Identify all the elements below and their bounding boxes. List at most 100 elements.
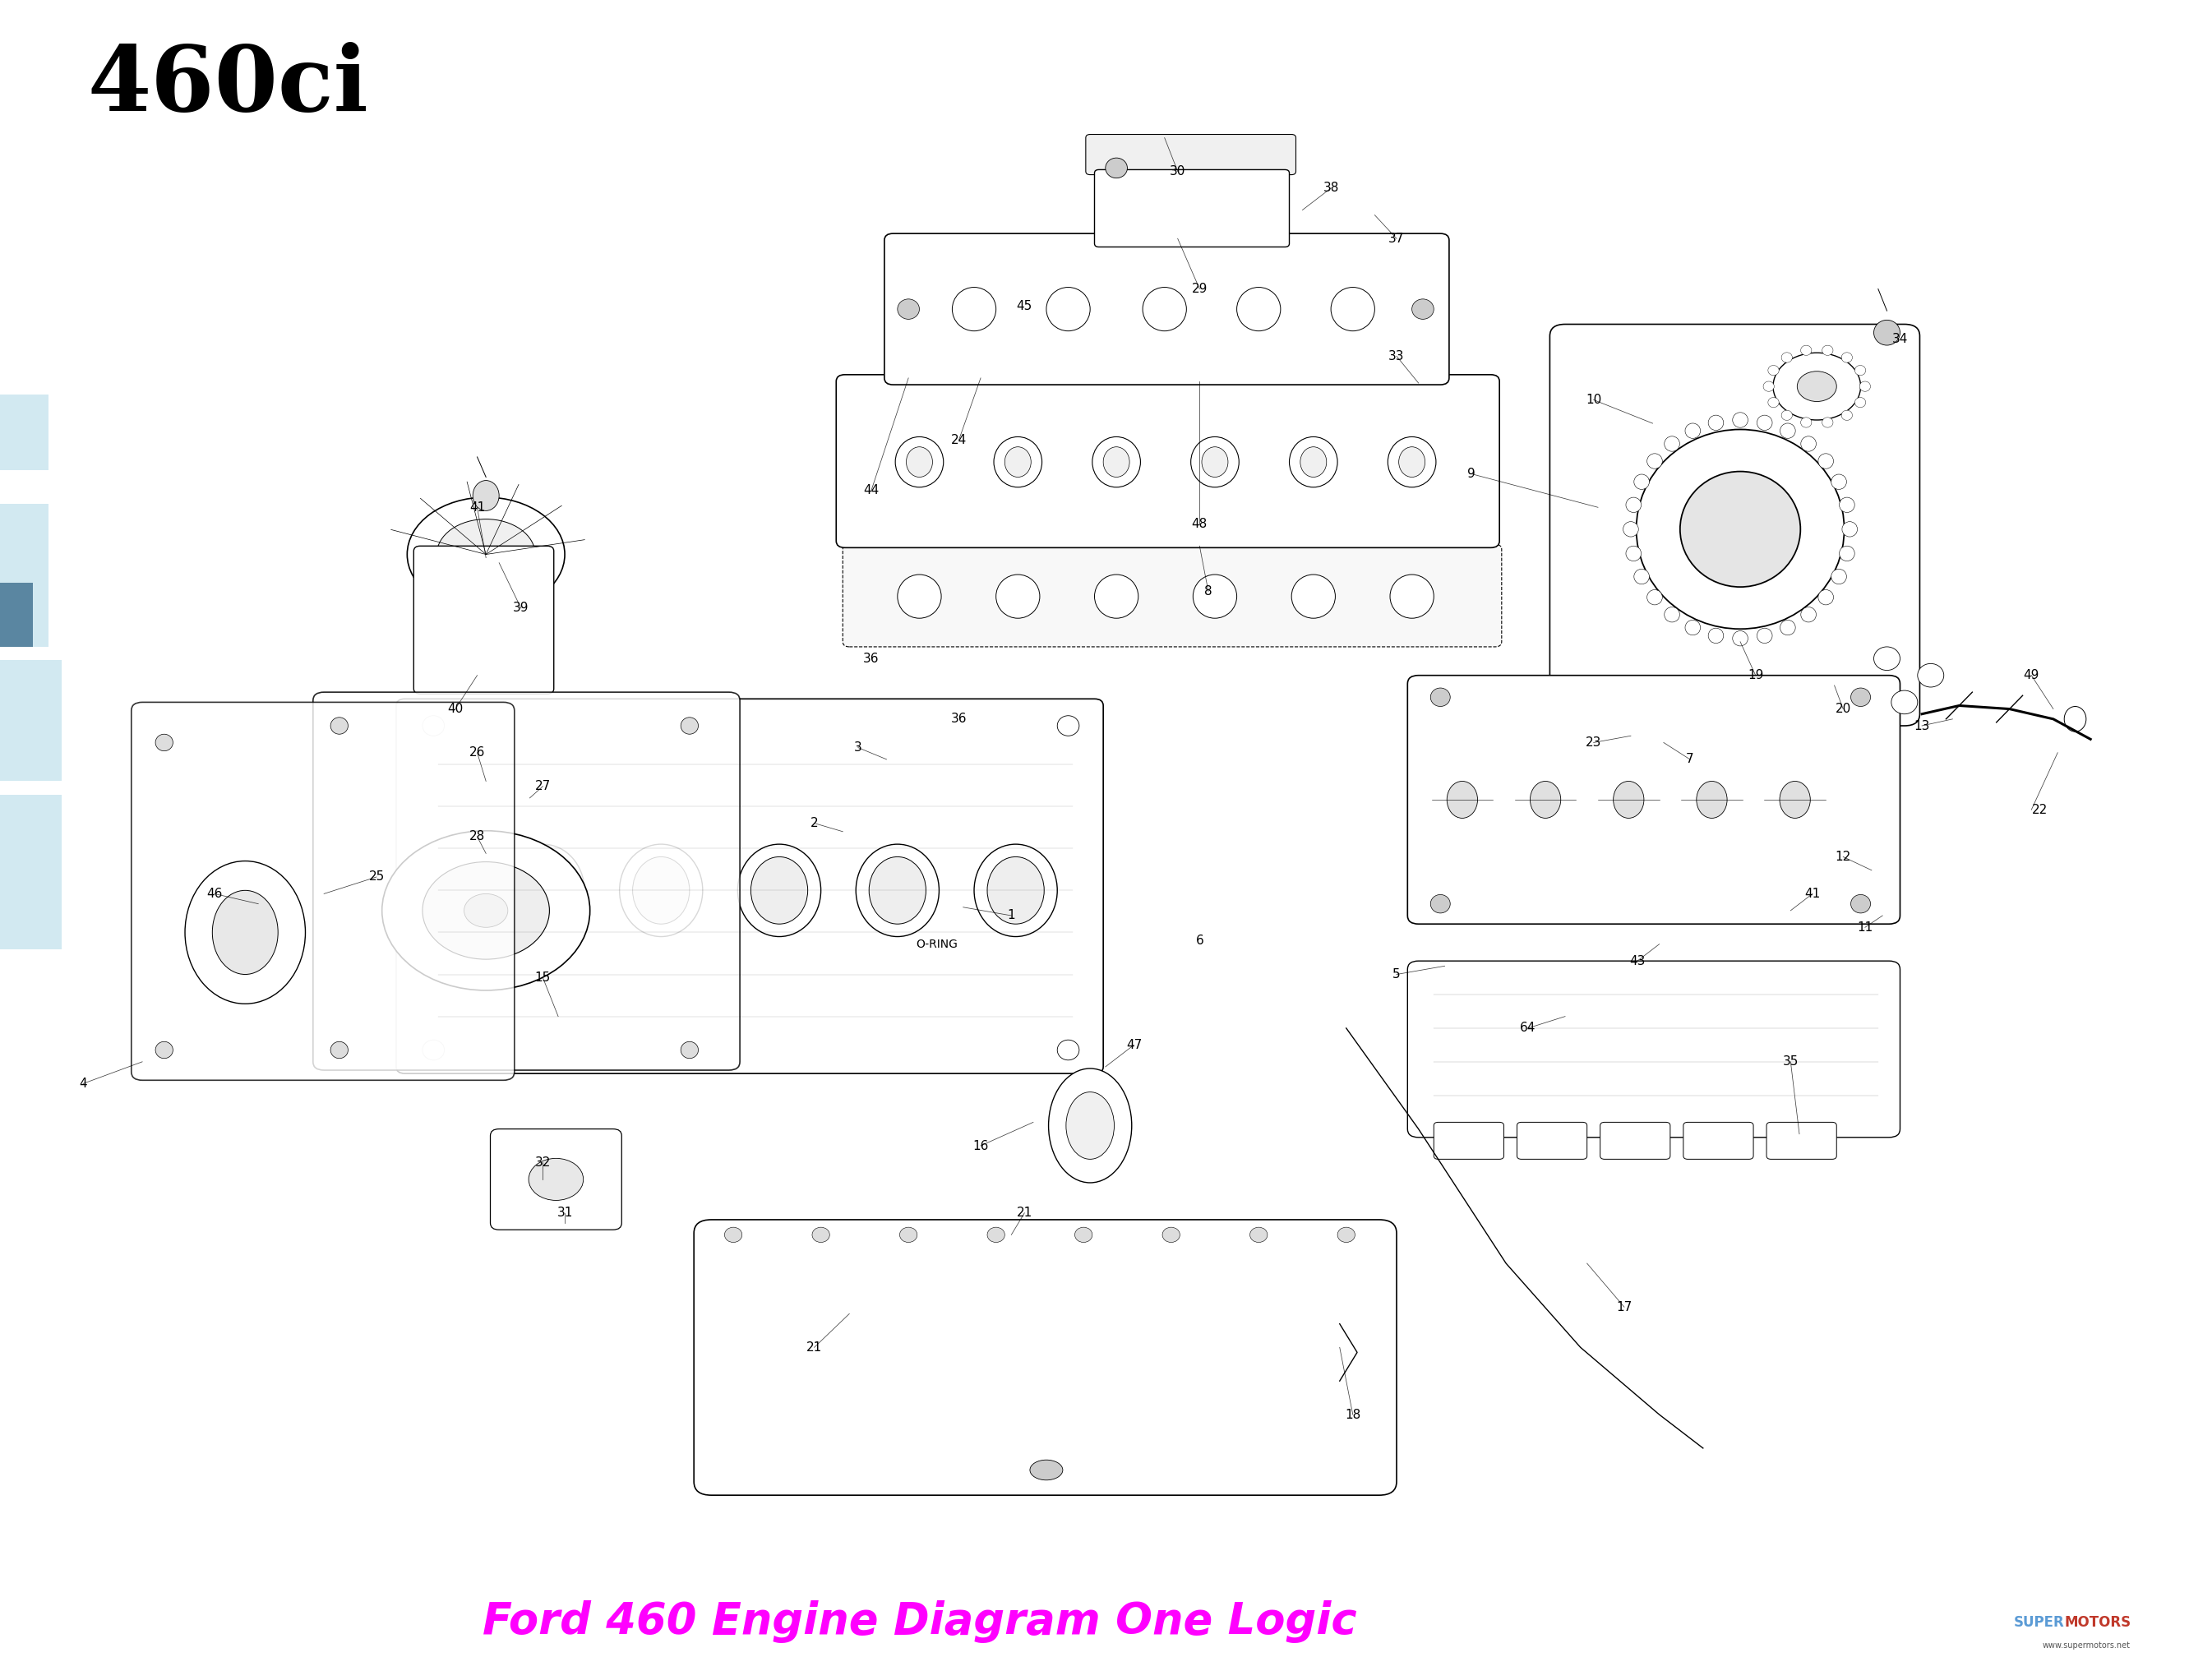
Ellipse shape [1633, 570, 1648, 585]
Ellipse shape [1066, 1092, 1114, 1159]
Ellipse shape [1762, 381, 1773, 391]
Text: 23: 23 [1585, 736, 1602, 749]
Text: 17: 17 [1615, 1300, 1633, 1314]
Ellipse shape [1646, 590, 1661, 605]
Ellipse shape [1626, 497, 1642, 512]
FancyBboxPatch shape [396, 699, 1103, 1074]
Text: 15: 15 [534, 971, 552, 984]
Text: 33: 33 [1388, 349, 1405, 363]
Text: 12: 12 [1834, 850, 1852, 864]
Text: 38: 38 [1322, 181, 1340, 195]
Ellipse shape [1858, 381, 1869, 391]
Ellipse shape [1769, 365, 1780, 375]
Ellipse shape [1819, 590, 1834, 605]
Ellipse shape [501, 845, 584, 937]
Ellipse shape [1821, 346, 1832, 356]
Ellipse shape [1029, 1460, 1062, 1480]
FancyBboxPatch shape [1408, 675, 1900, 924]
Ellipse shape [1103, 447, 1130, 477]
Text: 22: 22 [2031, 803, 2049, 816]
Ellipse shape [1057, 1040, 1079, 1060]
Text: 35: 35 [1782, 1055, 1799, 1068]
Text: 460ci: 460ci [88, 42, 368, 129]
Text: 7: 7 [1686, 753, 1694, 766]
Text: 6: 6 [1195, 934, 1204, 948]
Ellipse shape [952, 287, 996, 331]
Ellipse shape [1075, 1226, 1092, 1243]
Text: 21: 21 [1016, 1206, 1033, 1220]
Text: 25: 25 [368, 870, 385, 884]
Ellipse shape [1821, 417, 1832, 427]
Ellipse shape [738, 845, 821, 937]
Ellipse shape [1850, 689, 1869, 706]
Ellipse shape [1057, 716, 1079, 736]
Ellipse shape [1005, 447, 1031, 477]
Ellipse shape [1399, 447, 1425, 477]
Ellipse shape [1429, 689, 1449, 706]
Text: 19: 19 [1747, 669, 1764, 682]
FancyBboxPatch shape [1094, 170, 1289, 247]
Text: 32: 32 [534, 1156, 552, 1169]
Ellipse shape [1780, 423, 1795, 438]
Text: 9: 9 [1467, 467, 1475, 480]
Ellipse shape [184, 860, 304, 1005]
Ellipse shape [1918, 664, 1944, 687]
Ellipse shape [1635, 430, 1843, 628]
Ellipse shape [1782, 410, 1793, 420]
Ellipse shape [1162, 185, 1224, 232]
Ellipse shape [996, 575, 1040, 618]
FancyBboxPatch shape [1683, 1122, 1753, 1159]
Ellipse shape [2064, 707, 2086, 732]
Ellipse shape [1802, 346, 1812, 356]
Ellipse shape [1193, 575, 1237, 618]
Text: 64: 64 [1519, 1021, 1537, 1035]
FancyBboxPatch shape [1550, 324, 1920, 726]
Ellipse shape [1874, 321, 1900, 346]
FancyBboxPatch shape [490, 1129, 622, 1230]
Ellipse shape [895, 437, 943, 487]
Text: 21: 21 [806, 1341, 823, 1354]
Ellipse shape [381, 830, 589, 991]
Text: 10: 10 [1585, 393, 1602, 407]
Bar [0, 395, 48, 470]
Ellipse shape [1841, 410, 1852, 420]
Ellipse shape [464, 894, 508, 927]
Ellipse shape [1162, 1226, 1180, 1243]
Ellipse shape [1300, 447, 1327, 477]
Ellipse shape [1337, 1226, 1355, 1243]
Ellipse shape [1802, 417, 1812, 427]
Ellipse shape [1622, 521, 1637, 538]
Ellipse shape [1289, 437, 1337, 487]
Text: 20: 20 [1834, 702, 1852, 716]
Ellipse shape [1237, 287, 1281, 331]
Ellipse shape [422, 1040, 444, 1060]
Ellipse shape [1780, 620, 1795, 635]
Ellipse shape [856, 845, 939, 937]
Text: 8: 8 [1204, 585, 1213, 598]
Ellipse shape [1854, 365, 1865, 375]
Ellipse shape [1664, 606, 1679, 622]
Ellipse shape [1839, 497, 1854, 512]
Ellipse shape [1832, 570, 1848, 585]
Ellipse shape [1707, 415, 1723, 430]
Ellipse shape [1891, 690, 1918, 714]
Ellipse shape [725, 1226, 742, 1243]
Ellipse shape [1841, 521, 1856, 538]
Ellipse shape [1758, 415, 1773, 430]
Bar [0, 660, 61, 781]
Ellipse shape [1819, 454, 1834, 469]
Ellipse shape [1105, 158, 1127, 178]
Bar [0, 504, 48, 647]
FancyBboxPatch shape [1767, 1122, 1837, 1159]
Ellipse shape [473, 480, 499, 511]
FancyBboxPatch shape [1517, 1122, 1587, 1159]
Ellipse shape [1530, 781, 1561, 818]
Ellipse shape [212, 890, 278, 974]
Ellipse shape [331, 717, 348, 734]
Text: 24: 24 [950, 433, 968, 447]
Text: 41: 41 [1804, 887, 1821, 900]
Ellipse shape [422, 716, 444, 736]
Ellipse shape [331, 1042, 348, 1058]
Ellipse shape [812, 1226, 830, 1243]
Ellipse shape [1854, 398, 1865, 408]
